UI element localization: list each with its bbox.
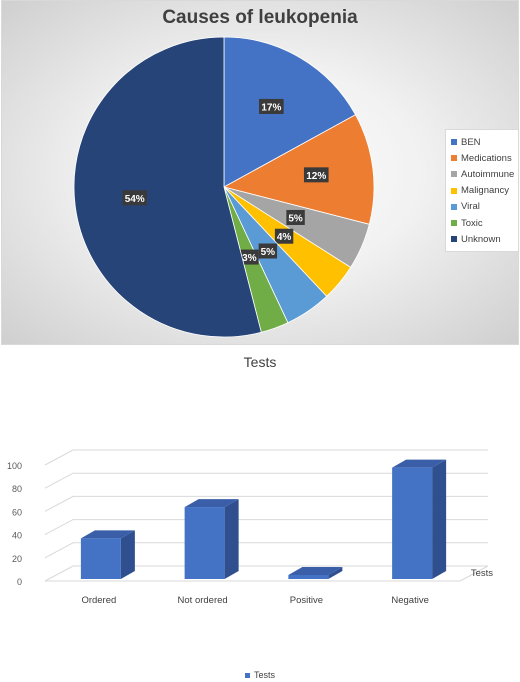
bar-front xyxy=(392,467,433,579)
legend-item-ben: BEN xyxy=(451,134,518,150)
y-tick-label: 60 xyxy=(12,507,22,517)
pie-data-label-autoimmune: 5% xyxy=(286,209,305,225)
pie-data-label-bg xyxy=(286,209,305,225)
pie-data-label-text: 54% xyxy=(125,194,145,205)
x-tick-label-ordered: Ordered xyxy=(81,595,116,606)
pie-data-label-text: 12% xyxy=(306,171,326,182)
pie-data-label-text: 17% xyxy=(261,102,281,113)
bar-side xyxy=(120,530,135,579)
pie-data-label-bg xyxy=(240,249,259,265)
bar-ordered xyxy=(80,530,135,579)
bar-chart: 0 20 40 60 80 100 Ordered Not ordered Positive Ne… xyxy=(7,449,493,606)
pie-data-label-bg xyxy=(274,228,294,244)
bar-side xyxy=(328,567,343,579)
x-tick-label-positive: Positive xyxy=(290,595,323,606)
legend-item-malignancy: Malignancy xyxy=(451,183,518,199)
bar-front xyxy=(80,538,121,579)
pie-data-label-text: 4% xyxy=(277,232,292,243)
legend-label-unknown: Unknown xyxy=(461,233,501,245)
y-tick-label: 40 xyxy=(12,531,22,541)
pie-chart: 17%12%5%4%5%3%54% xyxy=(73,36,375,338)
gridline xyxy=(44,542,488,559)
x-tick-label-not-ordered: Not ordered xyxy=(178,595,228,606)
pie-slice-medications xyxy=(222,114,375,225)
bar-negative xyxy=(392,459,447,579)
pie-chart-title: Causes of leukopenia xyxy=(162,7,358,28)
legend-label-malignancy: Malignancy xyxy=(461,185,510,197)
gridline xyxy=(44,472,488,489)
bar-top xyxy=(288,567,343,575)
bar-top xyxy=(392,459,447,468)
pie-data-label-text: 3% xyxy=(242,253,257,264)
x-tick-label-negative: Negative xyxy=(391,595,429,606)
bar-chart-title: Tests xyxy=(243,354,277,370)
legend-swatch-toxic xyxy=(451,220,457,227)
legend-swatch-ben xyxy=(451,139,457,146)
legend-swatch-medications xyxy=(451,155,457,162)
pie-data-label-text: 5% xyxy=(261,247,276,258)
legend-item-autoimmune: Autoimmune xyxy=(451,166,518,182)
pie-slice-unknown xyxy=(73,36,262,338)
y-tick-label: 80 xyxy=(12,484,22,494)
gridline xyxy=(44,519,488,536)
pie-data-label-bg xyxy=(122,190,148,206)
pie-data-label-text: 5% xyxy=(288,213,303,224)
legend-swatch-autoimmune xyxy=(451,171,457,178)
bar-positive xyxy=(288,567,343,579)
legend-swatch-tests xyxy=(244,672,250,678)
y-tick-label: 100 xyxy=(7,461,22,471)
pie-chart-legend: BEN Medications Autoimmune Malignancy Viral T… xyxy=(445,129,519,253)
pie-data-label-bg xyxy=(259,98,284,114)
depth-axis-label: Tests xyxy=(471,568,493,579)
y-tick-label: 0 xyxy=(17,577,22,587)
legend-label-tests: Tests xyxy=(253,670,275,680)
legend-swatch-unknown xyxy=(451,236,457,243)
bar-side xyxy=(432,459,447,579)
floor-right-edge xyxy=(459,565,489,582)
bar-chart-gridlines xyxy=(44,449,489,582)
y-tick-label: 20 xyxy=(12,554,22,564)
legend-label-viral: Viral xyxy=(461,201,480,213)
legend-label-medications: Medications xyxy=(461,152,512,164)
pie-data-label-bg xyxy=(303,167,329,183)
legend-item-viral: Viral xyxy=(451,199,518,215)
pie-data-label-medications: 12% xyxy=(303,167,329,183)
legend-label-toxic: Toxic xyxy=(461,217,483,229)
gridline xyxy=(44,449,488,466)
legend-item-toxic: Toxic xyxy=(451,215,518,231)
pie-data-label-toxic: 3% xyxy=(240,249,259,265)
bar-top xyxy=(80,530,135,539)
legend-item-medications: Medications xyxy=(451,150,518,166)
legend-item-unknown: Unknown xyxy=(451,231,518,247)
bar-front xyxy=(184,507,225,579)
pie-data-label-ben: 17% xyxy=(259,98,284,114)
gridline xyxy=(44,565,488,582)
bar-not-ordered xyxy=(184,499,239,579)
bar-side xyxy=(224,499,239,579)
legend-swatch-viral xyxy=(451,203,457,210)
bar-chart-legend: Tests xyxy=(0,670,520,680)
bar-front xyxy=(288,575,329,579)
legend-swatch-malignancy xyxy=(451,187,457,194)
legend-label-ben: BEN xyxy=(461,136,481,148)
pie-data-label-bg xyxy=(258,243,278,259)
pie-data-label-viral: 5% xyxy=(258,243,278,259)
gridline xyxy=(44,495,488,512)
pie-chart-panel: Causes of leukopenia 17% 12% 5% 4% 5% 3% 54% B… xyxy=(1,0,519,345)
legend-label-autoimmune: Autoimmune xyxy=(461,168,515,180)
bar-top xyxy=(184,499,239,508)
pie-slice-ben xyxy=(223,36,356,188)
pie-data-label-malignancy: 4% xyxy=(274,228,294,244)
pie-data-label-unknown: 54% xyxy=(122,190,148,206)
